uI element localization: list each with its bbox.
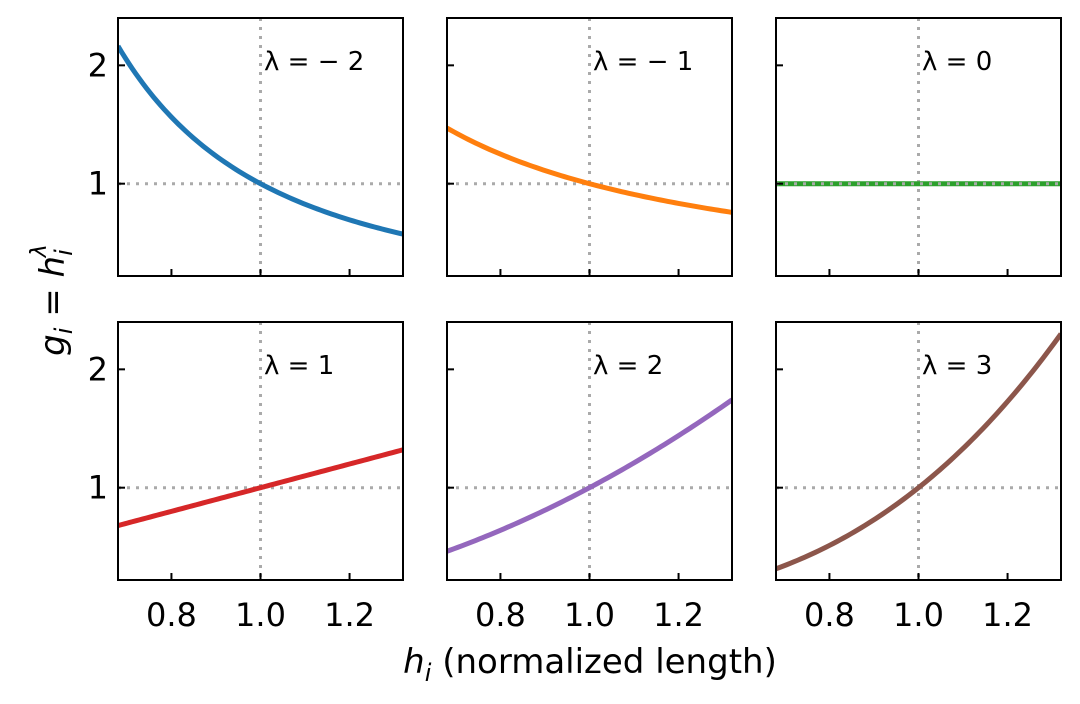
panels: 1 2 λ = − 2 λ = − 1 λ = 0 1 2 0.8 1.0 1.2 λ = 1 0.8… <box>88 17 1062 634</box>
series-line-2 <box>447 125 732 215</box>
x-axis-title: hi (normalized length) <box>403 642 777 687</box>
y-axis-title-g-sub: i <box>50 327 78 334</box>
panel-label: λ = 2 <box>593 351 663 381</box>
panel-4: 1 2 0.8 1.0 1.2 λ = 1 <box>88 321 404 634</box>
y-tick-label: 2 <box>88 350 108 388</box>
y-axis-title-eq: = <box>33 277 73 327</box>
y-tick-label: 1 <box>88 165 108 203</box>
x-tick-label: 0.8 <box>475 596 526 634</box>
panel-6: 0.8 1.0 1.2 λ = 3 <box>775 321 1062 634</box>
x-tick-label: 0.8 <box>146 596 197 634</box>
y-axis-title-g: g <box>33 334 73 356</box>
series-line-4 <box>118 447 403 528</box>
panel-label: λ = 1 <box>264 351 334 381</box>
x-axis-title-rest: (normalized length) <box>431 642 776 682</box>
x-tick-label: 1.2 <box>982 596 1033 634</box>
y-tick-label: 1 <box>88 469 108 507</box>
x-axis-title-h: h <box>403 642 425 682</box>
panel-5: 0.8 1.0 1.2 λ = 2 <box>446 321 733 634</box>
y-tick-label: 2 <box>88 46 108 84</box>
x-tick-label: 1.2 <box>653 596 704 634</box>
x-tick-label: 0.8 <box>804 596 855 634</box>
x-tick-label: 1.0 <box>564 596 615 634</box>
panel-3: λ = 0 <box>775 17 1062 277</box>
y-axis-title-h-sub: i <box>50 249 78 256</box>
panel-label: λ = 3 <box>922 351 992 381</box>
panel-label: λ = − 1 <box>593 47 693 77</box>
x-axis-title-sub: i <box>425 659 432 687</box>
series-line-6 <box>776 332 1061 572</box>
x-tick-label: 1.2 <box>324 596 375 634</box>
x-tick-label: 1.0 <box>893 596 944 634</box>
y-axis-title-h: h <box>33 256 73 278</box>
panel-2: λ = − 1 <box>446 17 733 277</box>
y-axis-title-h-sup: λ <box>27 244 52 258</box>
y-axis-title: gi = hiλ <box>27 244 78 356</box>
panel-label: λ = − 2 <box>264 47 364 77</box>
panel-1: 1 2 λ = − 2 <box>88 17 404 277</box>
series-line-1 <box>118 44 403 237</box>
series-line-5 <box>447 397 732 554</box>
panel-label: λ = 0 <box>922 47 992 77</box>
x-tick-label: 1.0 <box>235 596 286 634</box>
